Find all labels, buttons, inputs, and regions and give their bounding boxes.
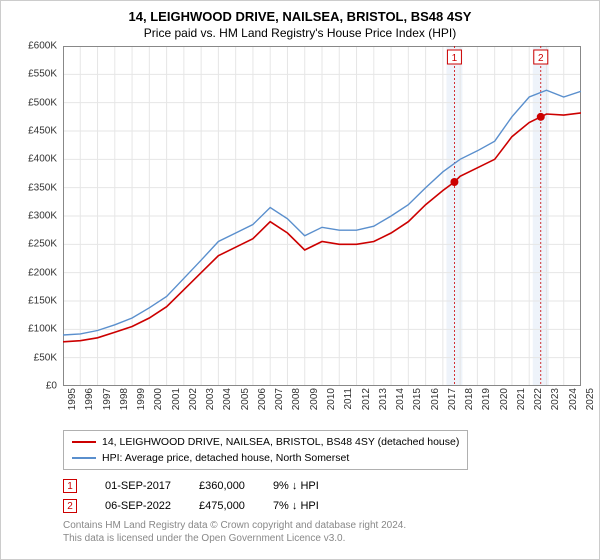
x-tick-label: 2024: [568, 388, 579, 410]
y-tick-label: £300K: [28, 211, 57, 222]
legend-label-hpi: HPI: Average price, detached house, Nort…: [102, 452, 349, 464]
x-tick-label: 2020: [499, 388, 510, 410]
x-tick-label: 2004: [222, 388, 233, 410]
transaction-date: 01-SEP-2017: [105, 480, 171, 492]
x-tick-label: 2007: [274, 388, 285, 410]
x-tick-label: 2018: [464, 388, 475, 410]
plot-svg: 12: [63, 46, 581, 386]
x-tick-label: 2008: [291, 388, 302, 410]
x-tick-label: 2025: [585, 388, 596, 410]
transaction-price: £475,000: [199, 500, 245, 512]
x-axis: 1995 1996 1997 1998 1999 2000 2001 2002 2003 2004…: [63, 388, 581, 426]
y-tick-label: £250K: [28, 239, 57, 250]
x-tick-label: 2002: [188, 388, 199, 410]
legend-swatch-property: [72, 441, 96, 443]
x-tick-label: 2011: [343, 388, 354, 410]
y-tick-label: £50K: [34, 352, 57, 363]
footnote: Contains HM Land Registry data © Crown c…: [63, 520, 585, 545]
x-tick-label: 2015: [412, 388, 423, 410]
chart-container: 14, LEIGHWOOD DRIVE, NAILSEA, BRISTOL, B…: [0, 0, 600, 560]
transaction-delta: 7% ↓ HPI: [273, 500, 319, 512]
y-tick-label: £150K: [28, 296, 57, 307]
legend-swatch-hpi: [72, 457, 96, 459]
legend-row-property: 14, LEIGHWOOD DRIVE, NAILSEA, BRISTOL, B…: [72, 434, 459, 450]
chart-area: £0 £50K £100K £150K £200K £250K £300K £350K £400…: [15, 46, 585, 426]
x-tick-label: 2021: [516, 388, 527, 410]
x-tick-label: 2014: [395, 388, 406, 410]
legend-label-property: 14, LEIGHWOOD DRIVE, NAILSEA, BRISTOL, B…: [102, 436, 459, 448]
transaction-delta: 9% ↓ HPI: [273, 480, 319, 492]
legend: 14, LEIGHWOOD DRIVE, NAILSEA, BRISTOL, B…: [63, 430, 468, 470]
y-tick-label: £450K: [28, 126, 57, 137]
x-tick-label: 2006: [257, 388, 268, 410]
x-tick-label: 2012: [361, 388, 372, 410]
x-tick-label: 2017: [447, 388, 458, 410]
y-tick-label: £600K: [28, 41, 57, 52]
marker-box-2: 2: [63, 499, 77, 513]
x-tick-label: 2013: [378, 388, 389, 410]
x-tick-label: 1996: [84, 388, 95, 410]
legend-row-hpi: HPI: Average price, detached house, Nort…: [72, 450, 459, 466]
x-tick-label: 2001: [171, 388, 182, 410]
x-tick-label: 2003: [205, 388, 216, 410]
x-tick-label: 1999: [136, 388, 147, 410]
x-tick-label: 2019: [481, 388, 492, 410]
y-axis: £0£50K£100K£150K£200K£250K£300K£350K£400…: [15, 46, 59, 386]
x-tick-label: 1997: [102, 388, 113, 410]
marker-box-1: 1: [63, 479, 77, 493]
y-tick-label: £500K: [28, 97, 57, 108]
transactions-table: 1 01-SEP-2017 £360,000 9% ↓ HPI 2 06-SEP…: [63, 476, 585, 516]
y-tick-label: £550K: [28, 69, 57, 80]
x-tick-label: 1998: [119, 388, 130, 410]
y-tick-label: £100K: [28, 324, 57, 335]
y-tick-label: £400K: [28, 154, 57, 165]
y-tick-label: £200K: [28, 267, 57, 278]
y-tick-label: £350K: [28, 182, 57, 193]
x-tick-label: 2009: [309, 388, 320, 410]
x-tick-label: 2005: [240, 388, 251, 410]
transaction-row: 1 01-SEP-2017 £360,000 9% ↓ HPI: [63, 476, 585, 496]
svg-text:1: 1: [452, 53, 458, 64]
x-tick-label: 2022: [533, 388, 544, 410]
transaction-price: £360,000: [199, 480, 245, 492]
transaction-row: 2 06-SEP-2022 £475,000 7% ↓ HPI: [63, 496, 585, 516]
x-tick-label: 2016: [430, 388, 441, 410]
x-tick-label: 2023: [550, 388, 561, 410]
svg-text:2: 2: [538, 53, 544, 64]
y-tick-label: £0: [46, 381, 57, 392]
chart-subtitle: Price paid vs. HM Land Registry's House …: [15, 26, 585, 40]
x-tick-label: 2010: [326, 388, 337, 410]
footnote-line1: Contains HM Land Registry data © Crown c…: [63, 520, 406, 531]
chart-title: 14, LEIGHWOOD DRIVE, NAILSEA, BRISTOL, B…: [15, 9, 585, 24]
x-tick-label: 1995: [67, 388, 78, 410]
x-tick-label: 2000: [153, 388, 164, 410]
footnote-line2: This data is licensed under the Open Gov…: [63, 533, 345, 544]
transaction-date: 06-SEP-2022: [105, 500, 171, 512]
